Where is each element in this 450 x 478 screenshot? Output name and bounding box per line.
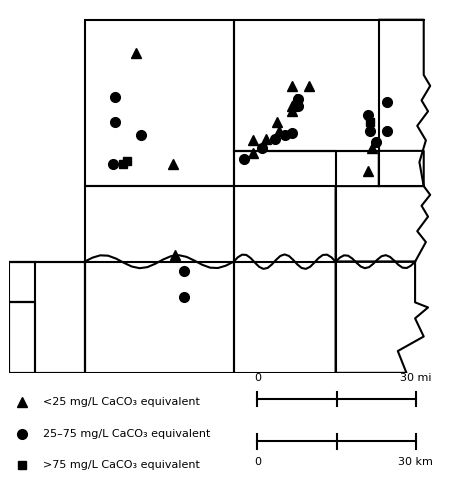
Text: 0: 0 xyxy=(254,457,261,467)
Text: 30 mi: 30 mi xyxy=(400,373,432,383)
Text: 30 km: 30 km xyxy=(398,457,433,467)
Text: 25–75 mg/L CaCO₃ equivalent: 25–75 mg/L CaCO₃ equivalent xyxy=(43,429,210,439)
Text: <25 mg/L CaCO₃ equivalent: <25 mg/L CaCO₃ equivalent xyxy=(43,397,200,407)
Text: 0: 0 xyxy=(254,373,261,383)
Text: >75 mg/L CaCO₃ equivalent: >75 mg/L CaCO₃ equivalent xyxy=(43,460,200,470)
